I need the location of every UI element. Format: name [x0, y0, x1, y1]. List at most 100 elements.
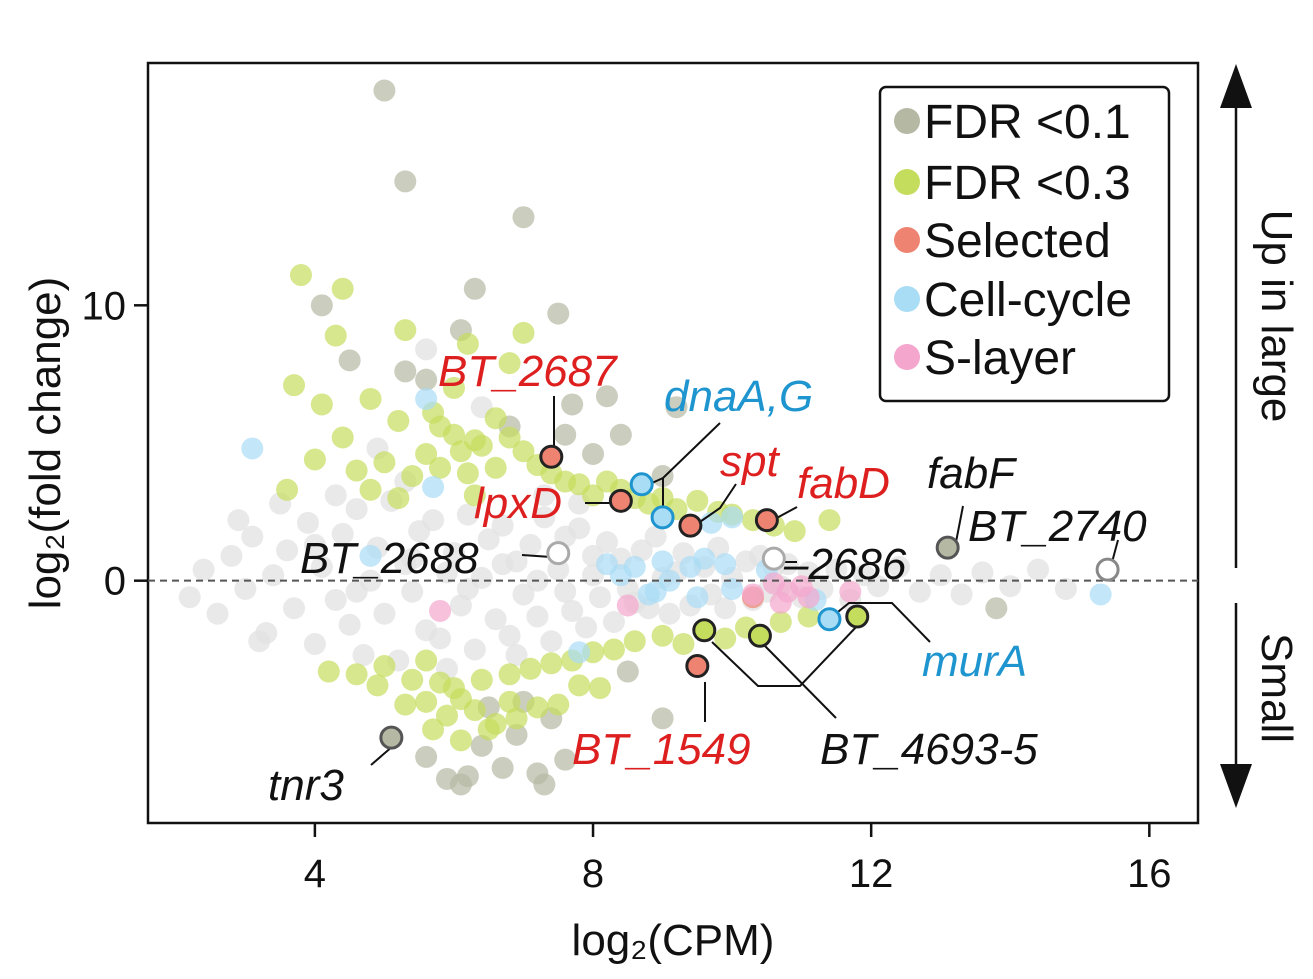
data-point: [491, 514, 514, 537]
data-point: [442, 376, 465, 399]
data-point: [345, 580, 368, 603]
data-point: [568, 517, 591, 540]
data-point: [554, 423, 577, 446]
data-point: [721, 577, 744, 600]
highlight-point-bt-2687: [539, 444, 564, 469]
legend-swatch-slayer: [894, 344, 920, 370]
label-2686: –2686: [783, 540, 907, 589]
data-point: [825, 558, 848, 581]
data-point: [401, 668, 424, 691]
data-point: [505, 723, 528, 746]
data-point: [498, 426, 521, 449]
legend-label-fdr01: FDR <0.1: [924, 96, 1131, 149]
data-point: [484, 608, 507, 631]
up-in-large-label: Up in large: [1252, 210, 1301, 423]
data-point: [477, 528, 500, 551]
data-point: [401, 580, 424, 603]
data-point: [317, 660, 340, 683]
data-point: [331, 426, 354, 449]
data-point: [693, 547, 716, 570]
data-point: [442, 542, 465, 565]
highlight-point-dnaa-g: [629, 472, 654, 497]
data-point: [373, 79, 396, 102]
data-point: [595, 531, 618, 554]
data-point: [950, 583, 973, 606]
label-bt1549: BT_1549: [572, 725, 751, 774]
highlight-point-bt-4693-5: [692, 618, 717, 643]
data-point: [783, 520, 806, 543]
data-point: [665, 396, 688, 419]
data-point: [498, 352, 521, 375]
data-point: [644, 525, 667, 548]
data-point: [387, 409, 410, 432]
data-point: [498, 624, 521, 647]
data-point: [415, 368, 438, 391]
data-point: [324, 588, 347, 611]
data-point: [686, 489, 709, 512]
data-point: [373, 602, 396, 625]
data-point: [616, 660, 639, 683]
data-point: [714, 627, 737, 650]
highlight-point-lpxd: [608, 488, 633, 513]
data-point: [575, 616, 598, 639]
data-point: [331, 277, 354, 300]
legend-swatch-fdr03: [894, 169, 920, 195]
x-tick-label: 8: [582, 852, 604, 896]
data-point: [296, 511, 319, 534]
legend-label-slayer: S-layer: [924, 332, 1076, 385]
highlight-point-spt: [678, 513, 703, 538]
points-layer: [178, 79, 1112, 796]
data-point: [588, 677, 611, 700]
label-lpxd: lpxD: [474, 479, 562, 528]
data-point: [422, 476, 445, 499]
data-point: [449, 729, 472, 752]
data-point: [623, 630, 646, 653]
data-point: [345, 663, 368, 686]
data-point: [547, 302, 570, 325]
highlight-point-tnr3: [379, 725, 404, 750]
data-point: [227, 509, 250, 532]
data-point: [394, 693, 417, 716]
legend-label-cellcycle: Cell-cycle: [924, 274, 1132, 327]
data-point: [999, 575, 1022, 598]
data-point: [289, 264, 312, 287]
data-point: [491, 756, 514, 779]
leader-bt2688: [521, 554, 552, 558]
data-point: [463, 277, 486, 300]
data-point: [345, 459, 368, 482]
gene-labels: BT_2687 dnaA,G spt fabD fabF lpxD BT_274…: [268, 347, 1147, 810]
data-point: [415, 745, 438, 768]
data-point: [394, 170, 417, 193]
x-axis-title: log₂(CPM): [572, 916, 775, 965]
data-point: [359, 387, 382, 410]
data-point: [839, 580, 862, 603]
data-point: [491, 553, 514, 576]
x-tick-label: 12: [849, 852, 894, 896]
data-point: [929, 564, 952, 587]
data-point: [331, 522, 354, 545]
data-point: [241, 437, 264, 460]
data-point: [303, 533, 326, 556]
data-point: [512, 321, 535, 344]
y-axis-title: log₂(fold change): [21, 277, 70, 610]
label-bt2688: BT_2688: [300, 534, 479, 583]
data-point: [366, 674, 389, 697]
data-point: [658, 602, 681, 625]
label-bt2740: BT_2740: [968, 502, 1147, 551]
highlight-point-bt-4693-5: [747, 623, 772, 648]
up-arrow-icon: [1220, 64, 1252, 108]
legend-swatch-fdr01: [894, 108, 920, 134]
leader-mura: [827, 602, 931, 643]
data-point: [373, 451, 396, 474]
label-bt4693-5: BT_4693-5: [820, 725, 1038, 774]
legend: FDR <0.1 FDR <0.3 Selected Cell-cycle S-…: [878, 85, 1171, 403]
leader-spt: [693, 483, 737, 527]
data-point: [741, 583, 764, 606]
legend-label-selected: Selected: [924, 215, 1111, 268]
y-tick-label: 0: [104, 560, 126, 604]
data-point: [449, 594, 472, 617]
series-s-layer: [429, 572, 862, 622]
highlight-point-fabd: [754, 508, 779, 533]
legend-swatch-selected: [894, 227, 920, 253]
